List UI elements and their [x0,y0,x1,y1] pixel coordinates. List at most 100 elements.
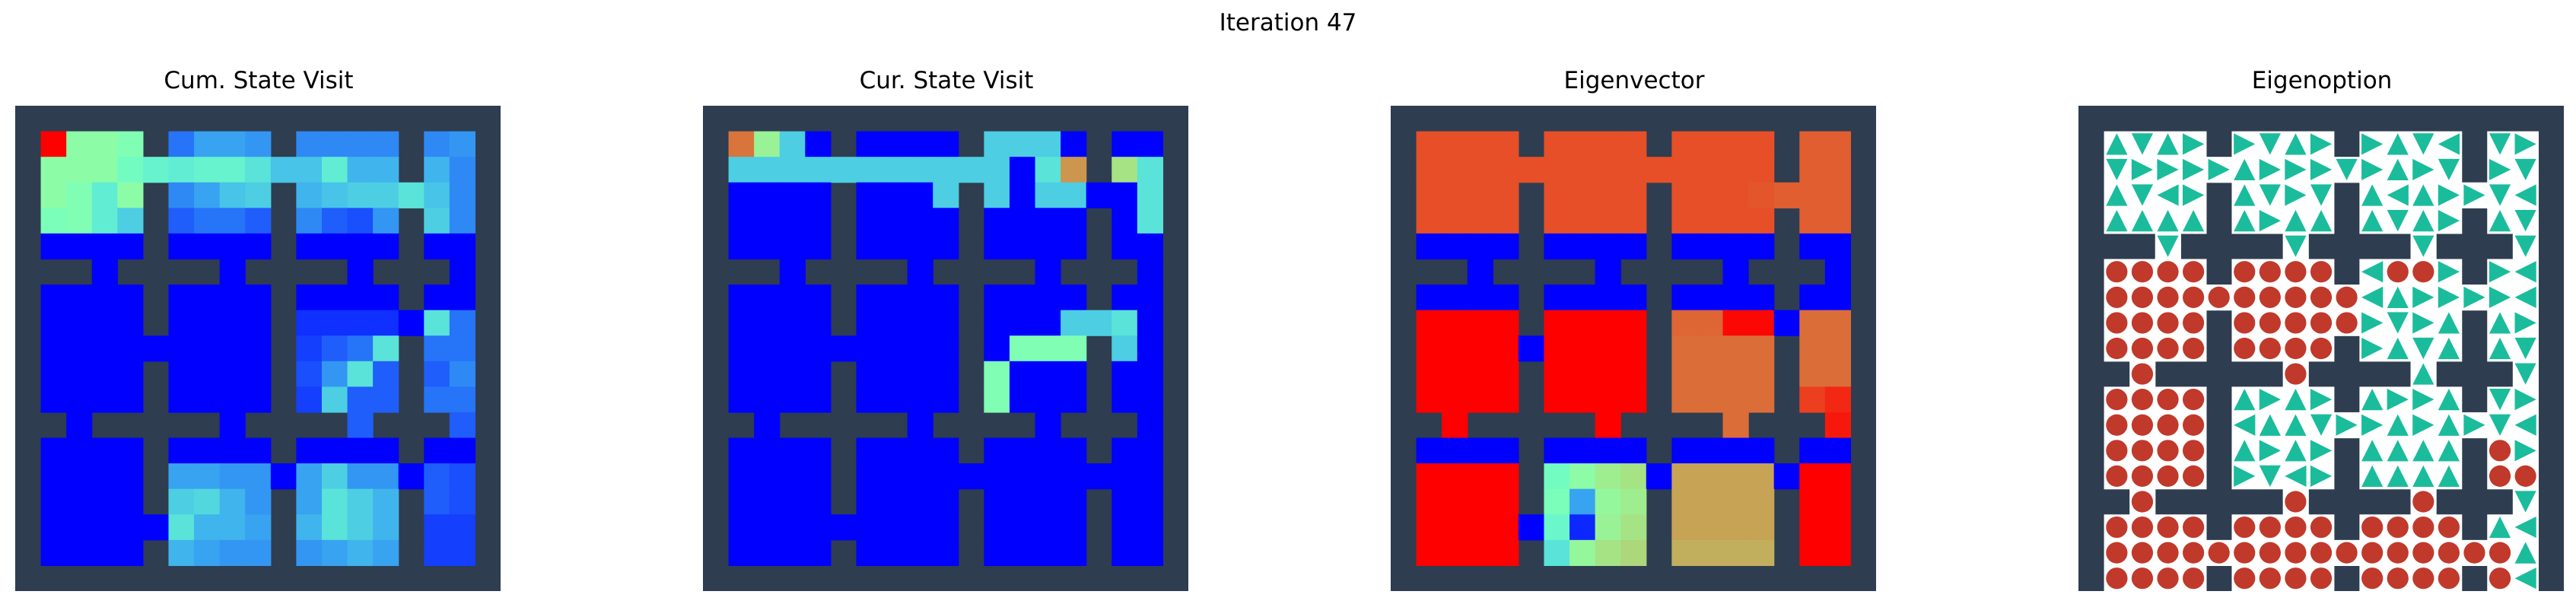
heatmap-cell [398,182,425,208]
heatmap-cell [1799,539,1826,567]
heatmap-cell [907,437,933,464]
arrow-up-marker [2489,337,2511,360]
heatmap-cell [1620,539,1647,567]
heatmap-cell [168,131,195,157]
initiation-marker [2106,567,2128,590]
initiation-marker [2259,567,2281,590]
heatmap-cell [1595,310,1621,336]
heatmap-cell [449,437,476,464]
heatmap-cell [66,539,93,567]
heatmap-cell [424,285,450,311]
heatmap-cell [91,157,118,183]
initiation-marker [2387,542,2409,564]
heatmap-cell [321,539,348,567]
heatmap-cell [1544,310,1570,336]
heatmap-cell [321,131,348,157]
heatmap-cell [1009,310,1036,336]
arrow-left-marker [2438,133,2460,155]
arrow-left-marker [2234,414,2256,436]
heatmap-cell [91,285,118,311]
initiation-marker [2106,414,2128,436]
heatmap-cell [1722,412,1749,439]
heatmap-cell [882,208,908,234]
heatmap-cell [1697,488,1724,515]
initiation-marker [2259,516,2281,539]
heatmap-cell [1137,412,1164,439]
initiation-marker [2285,363,2307,385]
initiation-marker [2310,312,2333,334]
heatmap-cell [1799,310,1826,336]
heatmap-cell [1697,131,1724,157]
initiation-marker [2489,465,2511,487]
heatmap-cell [779,182,806,208]
initiation-marker [2183,516,2205,539]
initiation-marker [2387,261,2409,283]
heatmap-cell [194,335,221,362]
heatmap-cell [1442,335,1468,362]
arrow-down-marker [2131,184,2154,206]
heatmap-cell [1467,182,1493,208]
initiation-marker [2183,261,2205,283]
heatmap-cell [1086,182,1112,208]
heatmap-cell [40,539,67,567]
heatmap-cell [1137,208,1164,234]
heatmap-cell [728,131,755,157]
heatmap-cell [856,386,883,413]
heatmap-cell [1620,310,1647,336]
heatmap-cell [1620,361,1647,387]
heatmap-cell [321,463,348,490]
heatmap-cell [1569,463,1596,490]
heatmap-cell [245,361,272,387]
heatmap-cell [373,285,399,311]
initiation-marker [2310,286,2333,308]
heatmap-cell [347,412,374,439]
heatmap-cell [321,437,348,464]
heatmap-cell [142,514,170,541]
heatmap-cell [1493,437,1519,464]
heatmap-cell [1824,361,1852,387]
heatmap-cell [1137,463,1164,490]
heatmap-cell [1620,437,1647,464]
heatmap-cell [779,437,806,464]
heatmap-cell [347,157,374,183]
heatmap-cell [347,463,374,490]
heatmap-cell [1061,285,1087,311]
heatmap-cell [1137,259,1164,285]
heatmap-cell [1824,182,1852,208]
heatmap-cell [1035,488,1061,515]
heatmap-cell [984,310,1010,336]
initiation-marker [2310,337,2333,360]
arrow-up-marker [2234,389,2256,411]
heatmap-cell [1009,233,1036,260]
heatmap-cell [1748,335,1775,362]
heatmap-cell [933,182,959,208]
heatmap-cell [424,233,450,260]
heatmap-cell [1111,208,1138,234]
heatmap-cell [1467,488,1493,515]
heatmap-cell [907,157,933,183]
initiation-marker [2234,567,2256,590]
heatmap-cell [1671,335,1698,362]
heatmap-cell [347,361,374,387]
initiation-marker [2234,286,2256,308]
heatmap-cell [882,463,908,490]
heatmap-cell [1824,285,1852,311]
heatmap-cell [1697,361,1724,387]
heatmap-cell [728,514,755,541]
panel-title-cum-state-visit: Cum. State Visit [164,67,354,94]
heatmap-cell [1111,437,1138,464]
heatmap-cell [1493,361,1519,387]
heatmap-cell [449,335,476,362]
panel-title-eigenoption: Eigenoption [2251,67,2393,94]
heatmap-cell [194,361,221,387]
heatmap-cell [1137,157,1164,183]
heatmap-cell [1595,208,1621,234]
heatmap-cell [168,208,195,234]
arrow-down-marker [2106,158,2128,181]
heatmap-cell [1009,463,1036,490]
heatmap-cell [91,131,118,157]
heatmap-cell [1722,233,1749,260]
heatmap-cell [779,208,806,234]
heatmap-cell [1748,310,1775,336]
heatmap-cell [805,361,832,387]
